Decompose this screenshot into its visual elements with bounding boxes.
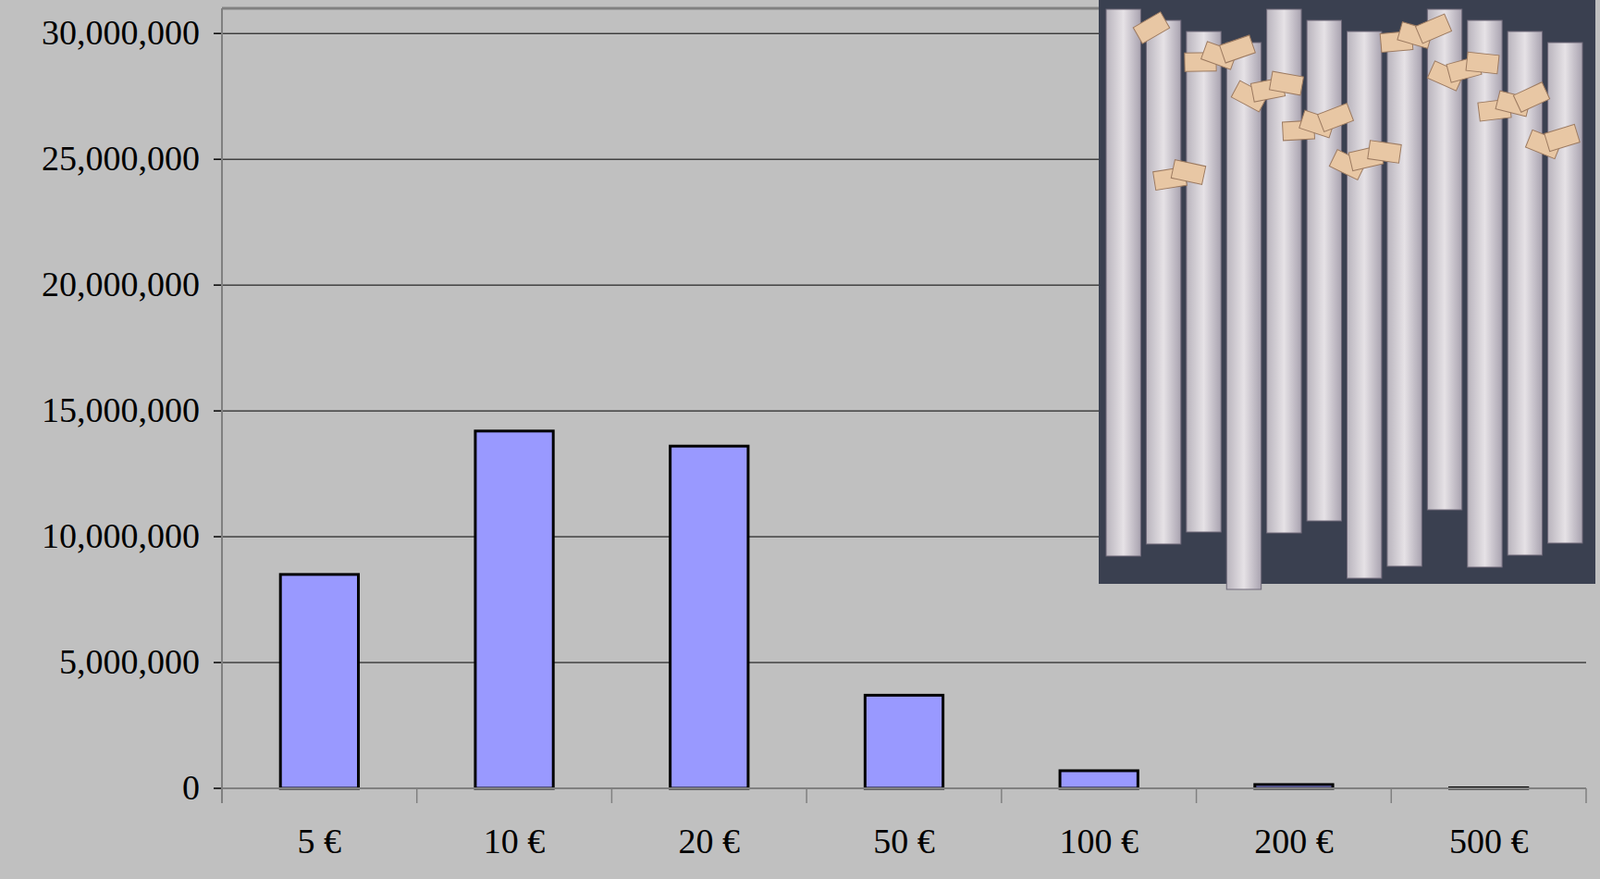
x-tick	[1000, 787, 1003, 803]
photo	[1098, 0, 1596, 590]
photo-note	[1132, 12, 1170, 44]
photo-stack	[1226, 42, 1261, 590]
y-tick	[213, 661, 222, 664]
y-tick-label: 30,000,000	[41, 12, 200, 52]
x-tick	[1195, 787, 1198, 803]
photo-note	[1170, 160, 1206, 185]
y-tick-label: 10,000,000	[41, 516, 200, 555]
x-tick-label: 10 €	[483, 821, 546, 861]
photo-stack	[1106, 9, 1141, 556]
photo-note	[1513, 82, 1550, 112]
photo-note	[1465, 51, 1500, 74]
photo-note	[1415, 13, 1452, 44]
y-tick-label: 5,000,000	[59, 641, 200, 681]
photo-note	[1367, 140, 1402, 164]
photo-stack	[1145, 20, 1181, 544]
y-tick-label: 25,000,000	[41, 138, 200, 178]
x-tick	[416, 787, 419, 803]
photo-note	[1219, 35, 1256, 63]
y-tick-label: 0	[182, 767, 200, 807]
photo-bg	[1098, 0, 1596, 584]
photo-note	[1317, 103, 1354, 133]
bar	[475, 430, 554, 788]
photo-stack	[1186, 31, 1221, 532]
bar	[1059, 770, 1138, 788]
background	[0, 0, 1600, 879]
photo-note	[1269, 71, 1305, 96]
x-axis	[221, 787, 1587, 789]
x-tick	[805, 787, 808, 803]
x-tick	[1390, 787, 1393, 803]
grid-line	[221, 787, 1587, 789]
bar	[670, 445, 749, 788]
y-axis	[221, 8, 223, 803]
y-tick	[213, 283, 222, 286]
photo-note	[1544, 123, 1580, 151]
x-tick	[1585, 787, 1588, 803]
y-tick-label: 20,000,000	[41, 264, 200, 304]
photo-stack	[1387, 42, 1422, 567]
bar	[864, 694, 943, 788]
x-tick	[221, 787, 223, 803]
chart: 0 5,000,000 10,000,000 15,000,000 20,000,000…	[0, 0, 1600, 879]
x-tick-label: 200 €	[1254, 821, 1334, 861]
bar	[280, 574, 358, 788]
y-tick	[213, 409, 222, 412]
photo-stack	[1306, 20, 1342, 521]
y-tick	[213, 535, 222, 538]
x-tick-label: 5 €	[297, 821, 343, 861]
x-tick-label: 50 €	[873, 821, 936, 861]
y-tick	[213, 787, 222, 789]
grid-line	[221, 662, 1587, 664]
photo-stack	[1548, 42, 1583, 543]
x-tick-label: 20 €	[678, 821, 741, 861]
y-tick	[213, 32, 222, 35]
y-tick-label: 15,000,000	[41, 390, 200, 430]
x-tick	[611, 787, 614, 803]
x-tick-label: 500 €	[1449, 821, 1529, 861]
x-tick-label: 100 €	[1058, 821, 1139, 861]
y-tick	[213, 158, 222, 160]
photo-stack	[1347, 31, 1382, 579]
